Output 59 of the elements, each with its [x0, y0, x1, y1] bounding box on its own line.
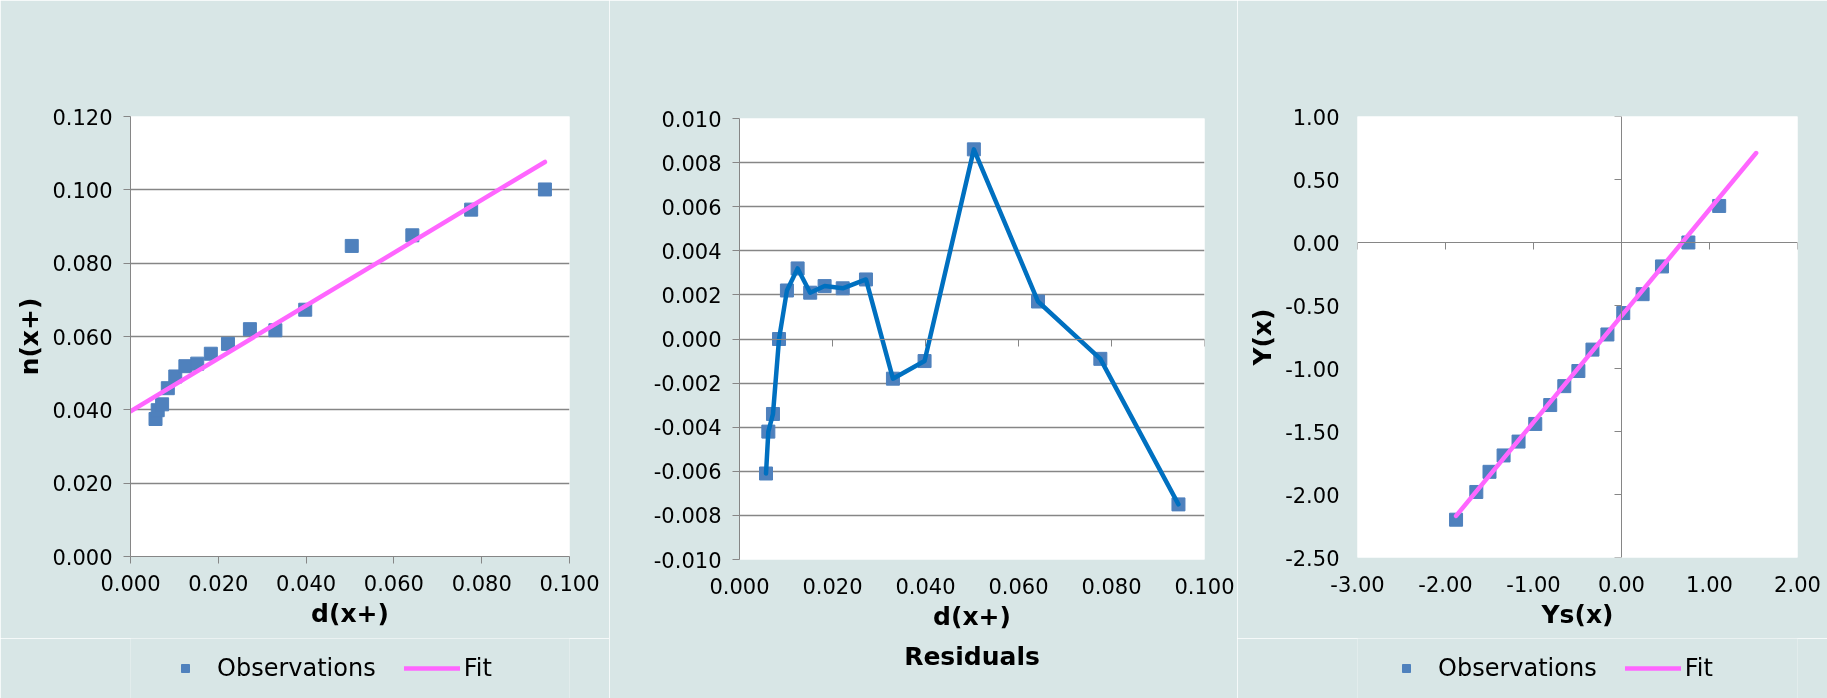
x-tick-label: 0.000: [709, 574, 770, 599]
y-tick-label: 0.008: [661, 151, 722, 176]
x-tick-label: 0.040: [895, 574, 956, 599]
x-tick-label: 2.00: [1774, 572, 1821, 597]
legend-label: Observations: [217, 654, 376, 682]
y-tick-label: 0.010: [661, 107, 722, 132]
y-tick-label: 0.002: [661, 283, 722, 308]
y-tick-label: -0.006: [653, 460, 722, 485]
y-tick-label: -0.008: [653, 504, 722, 529]
x-tick-label: -3.00: [1330, 572, 1385, 597]
y-tick-label: 0.080: [52, 252, 113, 277]
y-axis-title: Y(x): [1248, 308, 1278, 367]
y-tick-label: 0.50: [1292, 168, 1340, 193]
legend-label: Fit: [1684, 654, 1713, 682]
point: [203, 346, 218, 361]
y-tick-label: -0.002: [653, 372, 722, 397]
point: [344, 238, 359, 253]
y-tick-label: 0.00: [1292, 231, 1340, 256]
point: [155, 397, 170, 412]
x-tick-label: 1.00: [1686, 572, 1733, 597]
legend-label: Observations: [1438, 654, 1597, 682]
y-tick-label: 0.120: [52, 105, 113, 130]
text: Residuals: [904, 641, 1040, 671]
x-axis-title: d(x+): [933, 601, 1011, 631]
x-tick-label: 0.100: [539, 571, 600, 596]
x-axis-title: d(x+): [311, 598, 389, 628]
point: [537, 182, 552, 197]
y-tick-label: -2.00: [1285, 483, 1340, 508]
x-tick-label: 0.000: [100, 571, 161, 596]
x-axis-title: Ys(x): [1540, 599, 1614, 629]
x-tick-label: 0.080: [451, 571, 512, 596]
x-tick-label: 0.100: [1174, 574, 1235, 599]
x-tick-label: 0.020: [802, 574, 863, 599]
y-tick-label: 1.00: [1292, 105, 1340, 130]
y-tick-label: -0.50: [1285, 294, 1340, 319]
y-tick-label: -1.50: [1285, 420, 1340, 445]
y-tick-label: -0.004: [653, 416, 722, 441]
y-tick-label: 0.004: [661, 239, 722, 264]
y-tick-label: 0.060: [52, 325, 113, 350]
y-tick-label: 0.000: [661, 328, 722, 352]
y-axis-title: n(x+): [15, 297, 45, 376]
x-tick-label: 0.080: [1081, 574, 1142, 599]
y-tick-label: 0.000: [52, 545, 113, 570]
y-tick-label: 0.020: [52, 472, 113, 497]
point: [242, 322, 257, 337]
y-tick-label: -2.50: [1285, 546, 1340, 571]
x-tick-label: 0.040: [276, 571, 337, 596]
y-tick-label: 0.006: [661, 195, 722, 220]
x-tick-label: -1.00: [1506, 572, 1561, 597]
x-tick-label: 0.060: [363, 571, 424, 596]
x-tick-label: 0.020: [188, 571, 249, 596]
y-tick-label: -1.00: [1285, 357, 1340, 382]
y-tick-label: 0.100: [52, 178, 113, 203]
x-tick-label: 0.00: [1598, 572, 1645, 597]
y-tick-label: 0.040: [52, 398, 113, 423]
y-tick-label: -0.010: [653, 548, 722, 573]
legend-label: Fit: [463, 654, 492, 682]
x-tick-label: 0.060: [988, 574, 1049, 599]
x-tick-label: -2.00: [1418, 572, 1473, 597]
